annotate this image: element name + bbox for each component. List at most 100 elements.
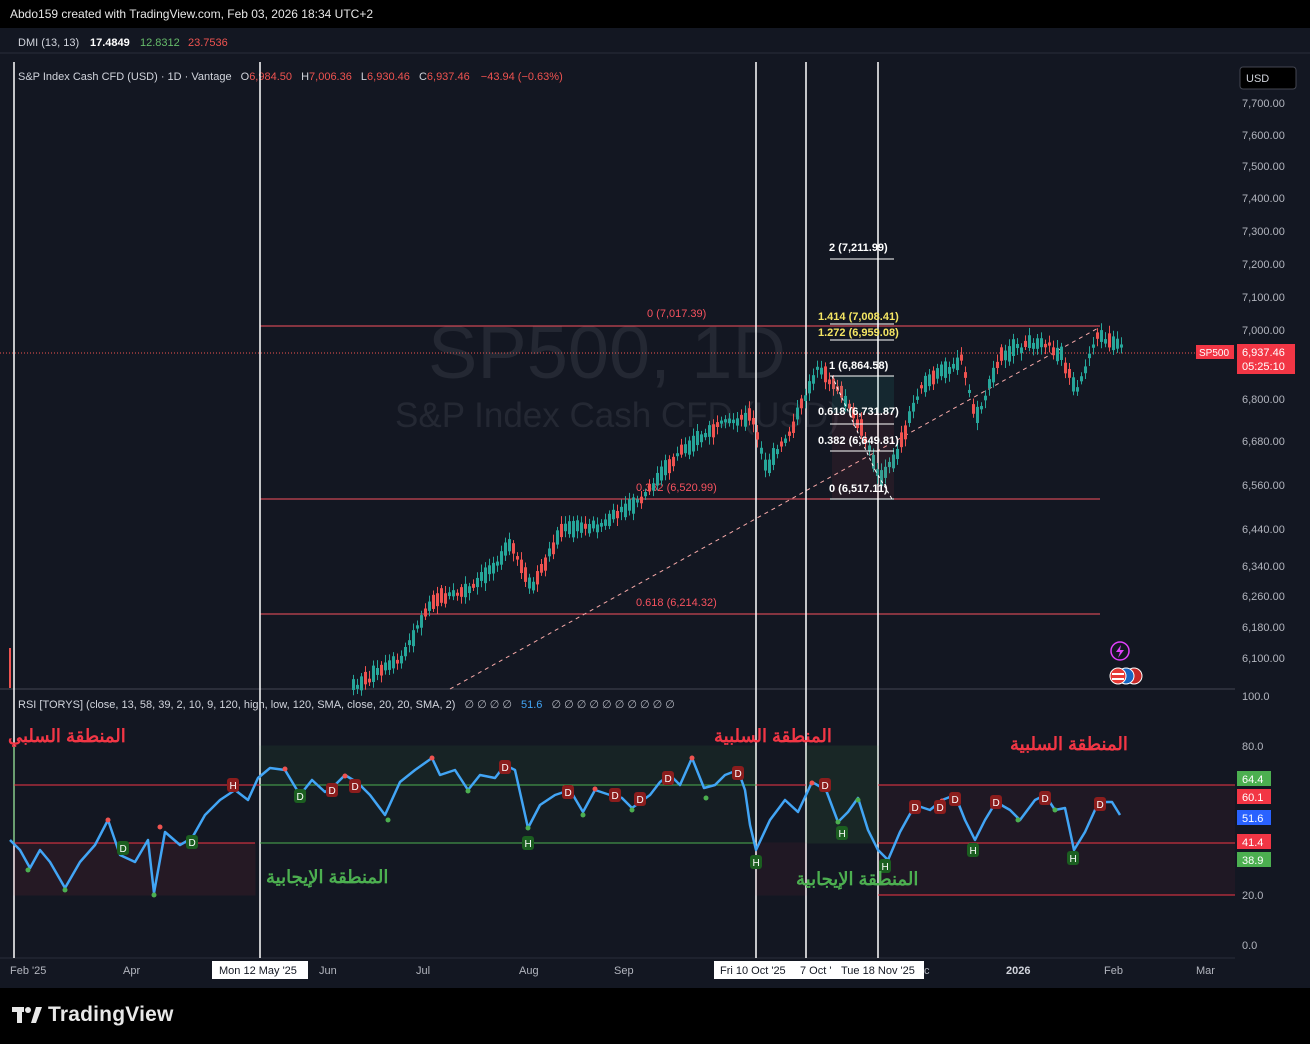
svg-text:D: D	[993, 798, 1000, 809]
candle-body	[580, 522, 583, 533]
fib-retracement-main[interactable]: 0 (7,017.39) 0.382 (6,520.99) 0.618 (6,2…	[260, 308, 1100, 615]
candle-body	[892, 454, 895, 469]
rsi-pivot-dot	[465, 788, 471, 794]
low-value: 6,930.46	[367, 71, 410, 83]
svg-text:D: D	[822, 781, 829, 792]
candle-body	[816, 366, 819, 370]
candle-body	[664, 460, 667, 476]
candle-body	[808, 381, 811, 394]
rsi-tag-644: 64.4	[1242, 774, 1263, 786]
candle-body	[1016, 344, 1019, 349]
open-label: O	[241, 71, 250, 83]
candle-body	[752, 417, 755, 425]
fibext-level-0: 0 (6,517.11)	[829, 483, 888, 495]
candle-body	[548, 548, 551, 557]
tradingview-logo-icon	[12, 1004, 42, 1026]
candle-body	[364, 671, 367, 685]
fib-level-0: 0 (7,017.39)	[647, 308, 706, 320]
rsi-signal-badge: D	[294, 789, 306, 803]
candle-body	[412, 630, 415, 647]
candle-body	[376, 667, 379, 675]
candle-body	[496, 561, 499, 566]
svg-text:H: H	[1070, 854, 1077, 865]
candle-body	[452, 590, 455, 597]
price-tick: 7,200.00	[1242, 259, 1285, 271]
candle-body	[1020, 347, 1023, 354]
flash-icon[interactable]	[1110, 641, 1130, 661]
zone-negative-mid: المنطقة السلبية	[714, 726, 832, 746]
zone-positive-mid: المنطقة الإيجابية	[796, 869, 918, 890]
candle-body	[772, 448, 775, 465]
svg-text:H: H	[970, 846, 977, 857]
candle-body	[716, 422, 719, 428]
candle-body	[536, 571, 539, 585]
time-tick: Jul	[416, 965, 430, 977]
open-value: 6,984.50	[249, 71, 292, 83]
tradingview-logo[interactable]: TradingView	[12, 1003, 174, 1027]
rsi-signal-badge: D	[186, 835, 198, 849]
rsi-tag-414: 41.4	[1242, 837, 1263, 849]
flag-icons[interactable]	[1109, 667, 1143, 685]
candle-body	[960, 354, 963, 361]
candle-body	[868, 445, 871, 451]
candle-body	[724, 419, 727, 423]
time-marker-nov18: Tue 18 Nov '25	[841, 965, 915, 977]
last-price-value: 6,937.46	[1242, 347, 1285, 359]
candle-body	[420, 615, 423, 628]
rsi-pivot-dot	[62, 887, 68, 893]
price-tick: 7,500.00	[1242, 161, 1285, 173]
time-tick: Feb	[1104, 965, 1123, 977]
fibext-level-2: 2 (7,211.99)	[829, 242, 888, 254]
candle-body	[508, 539, 511, 552]
candle-body	[1080, 376, 1083, 382]
candle-body	[464, 583, 467, 598]
price-tick: 7,700.00	[1242, 98, 1285, 110]
created-by-text: Abdo159 created with TradingView.com, Fe…	[10, 7, 374, 21]
candle-body	[1012, 339, 1015, 357]
candle-body	[788, 431, 791, 436]
rsi-signal-badge: D	[909, 800, 921, 814]
candle-body	[796, 407, 799, 420]
candle-body	[448, 592, 451, 597]
currency-button[interactable]	[1239, 66, 1297, 90]
rsi-signal-badge: D	[349, 779, 361, 793]
candle-body	[1044, 343, 1047, 348]
candle-body	[964, 372, 967, 378]
time-tick: Mar	[1196, 965, 1215, 977]
candle-body	[840, 385, 843, 398]
rsi-value-tags: 64.4 60.1 51.6 41.4 38.9	[1237, 771, 1271, 867]
rsi-pivot-dot	[282, 766, 288, 772]
candle-body	[880, 470, 883, 487]
price-axis: 7,700.00 7,600.00 7,500.00 7,400.00 7,30…	[1242, 98, 1285, 665]
candle-body	[692, 435, 695, 452]
fibext-level-1272: 1.272 (6,959.08)	[818, 327, 899, 339]
candle-body	[884, 466, 887, 478]
candle-body	[608, 513, 611, 527]
price-tick: 6,680.00	[1242, 436, 1285, 448]
candle-body	[520, 559, 523, 574]
footer: TradingView	[0, 988, 1310, 1044]
candle-body	[632, 497, 635, 514]
candle-body	[1068, 368, 1071, 378]
candle-body	[372, 665, 375, 683]
svg-text:H: H	[753, 858, 760, 869]
rsi-pivot-dot	[525, 825, 531, 831]
fib-extension[interactable]: 2 (7,211.99) 1.414 (7,008.41) 1.272 (6,9…	[818, 242, 899, 500]
candle-body	[480, 572, 483, 581]
candle-body	[428, 601, 431, 611]
candle-body	[604, 519, 607, 526]
price-tick: 7,400.00	[1242, 193, 1285, 205]
candle-body	[368, 678, 371, 683]
rsi-legend: RSI [TORYS] (close, 13, 58, 39, 2, 10, 9…	[18, 699, 675, 711]
fibext-level-0618: 0.618 (6,731.87)	[818, 406, 899, 418]
candle-body	[1004, 350, 1007, 361]
candle-body	[528, 577, 531, 589]
candle-body	[468, 586, 471, 594]
price-tick: 6,440.00	[1242, 524, 1285, 536]
time-marker-may12: Mon 12 May '25	[219, 965, 297, 977]
rsi-pivot-dot	[580, 812, 586, 818]
chart-area[interactable]: DMI (13, 13) 17.4849 12.8312 23.7536 SP5…	[0, 28, 1310, 988]
candle-body	[516, 556, 519, 560]
currency-button-label: USD	[1246, 73, 1269, 85]
candle-body	[980, 405, 983, 410]
